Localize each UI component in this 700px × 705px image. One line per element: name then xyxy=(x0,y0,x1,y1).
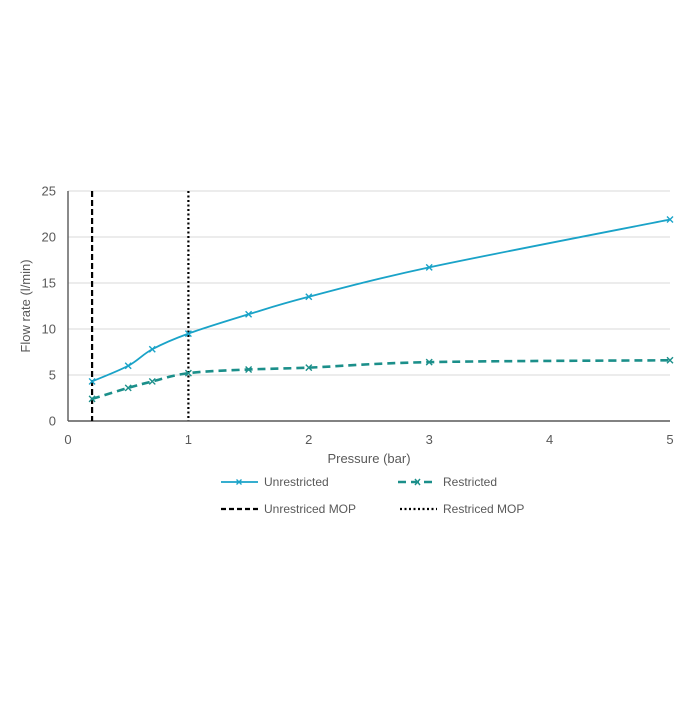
data-point-unrestricted-3 xyxy=(184,330,192,338)
series-line-unrestricted xyxy=(91,218,671,383)
legend-item-restricted-mop: Restriced MOP xyxy=(400,502,524,516)
data-point-unrestricted-1 xyxy=(124,362,132,370)
legend: Unrestricted Restricted Unrestriced MOP … xyxy=(221,475,524,516)
y-tick-label-0: 0 xyxy=(49,414,56,429)
reference-lines xyxy=(90,191,190,421)
y-tick-label-20: 20 xyxy=(42,230,56,245)
x-tick-label-5: 5 xyxy=(666,432,673,447)
legend-item-restricted: Restricted xyxy=(398,475,497,489)
legend-item-unrestricted-mop: Unrestriced MOP xyxy=(221,502,356,516)
axes xyxy=(67,191,670,422)
x-tick-label-3: 3 xyxy=(426,432,433,447)
legend-label-restricted-mop: Restriced MOP xyxy=(443,502,524,516)
data-point-unrestricted-4 xyxy=(245,310,253,318)
legend-marker-restricted xyxy=(414,478,421,486)
y-tick-label-5: 5 xyxy=(49,368,56,383)
y-axis-title: Flow rate (l/min) xyxy=(18,259,33,352)
y-tick-label-25: 25 xyxy=(42,184,56,199)
series xyxy=(88,216,674,403)
data-point-restricted-4 xyxy=(245,365,253,373)
data-point-restricted-7 xyxy=(666,356,674,364)
legend-item-unrestricted: Unrestricted xyxy=(221,475,329,489)
y-tick-label-15: 15 xyxy=(42,276,56,291)
legend-label-restricted: Restricted xyxy=(443,475,497,489)
y-tick-label-10: 10 xyxy=(42,322,56,337)
tick-labels: 0 5 10 15 20 25 0 1 2 3 4 5 xyxy=(42,184,674,448)
data-point-restricted-6 xyxy=(425,358,433,366)
legend-label-unrestricted-mop: Unrestriced MOP xyxy=(264,502,356,516)
data-point-unrestricted-0 xyxy=(88,377,96,385)
legend-marker-unrestricted xyxy=(236,479,242,485)
data-point-restricted-2 xyxy=(148,377,156,385)
x-tick-label-1: 1 xyxy=(185,432,192,447)
data-point-unrestricted-2 xyxy=(148,345,156,353)
x-tick-label-4: 4 xyxy=(546,432,553,447)
grid xyxy=(68,190,670,376)
data-point-restricted-3 xyxy=(184,369,192,377)
data-point-unrestricted-5 xyxy=(305,293,313,301)
x-axis-title: Pressure (bar) xyxy=(327,451,410,466)
x-tick-label-0: 0 xyxy=(64,432,71,447)
data-point-unrestricted-6 xyxy=(425,263,433,271)
data-point-restricted-1 xyxy=(124,384,132,392)
data-point-unrestricted-7 xyxy=(666,216,674,224)
series-line-restricted xyxy=(91,358,671,401)
x-tick-label-2: 2 xyxy=(305,432,312,447)
legend-label-unrestricted: Unrestricted xyxy=(264,475,329,489)
data-point-restricted-0 xyxy=(88,395,96,403)
data-point-restricted-5 xyxy=(305,364,313,372)
